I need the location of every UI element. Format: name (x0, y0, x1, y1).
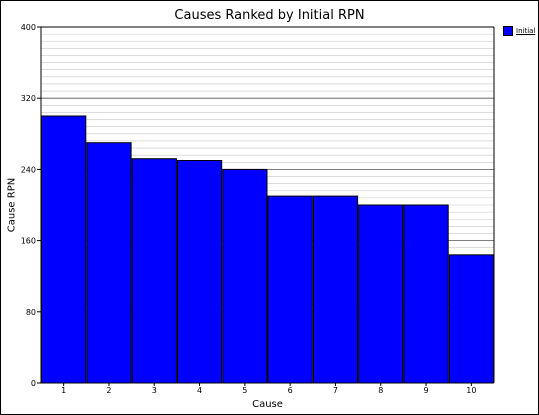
bar (448, 254, 495, 384)
x-tick-label: 2 (106, 386, 111, 395)
x-tick-label: 6 (288, 386, 293, 395)
y-tick-label: 160 (21, 237, 36, 246)
bar (222, 168, 268, 384)
x-tick-label: 5 (242, 386, 247, 395)
x-tick-label: 4 (197, 386, 202, 395)
x-tick-label: 1 (61, 386, 66, 395)
chart-title: Causes Ranked by Initial RPN (174, 8, 365, 23)
x-tick-label: 10 (466, 386, 476, 395)
legend[interactable]: Initial (503, 26, 535, 36)
x-tick-label: 9 (424, 386, 429, 395)
legend-swatch-initial (503, 26, 513, 36)
bar (176, 160, 223, 384)
y-tick-label: 240 (21, 165, 36, 174)
bar (131, 158, 177, 384)
legend-label-initial[interactable]: Initial (516, 27, 536, 35)
x-tick-label: 8 (378, 386, 383, 395)
bar (86, 142, 132, 384)
bar (41, 115, 87, 384)
y-tick-label: 80 (26, 308, 36, 317)
y-tick-label: 320 (21, 94, 36, 103)
bar (358, 204, 404, 384)
y-tick-label: 0 (31, 379, 36, 388)
x-axis-label: Cause (252, 399, 283, 410)
bar (403, 204, 449, 384)
x-tick-label: 7 (333, 386, 338, 395)
x-tick-label: 3 (152, 386, 157, 395)
y-axis-label: Cause RPN (6, 177, 18, 233)
bar (312, 195, 359, 384)
y-tick-label: 400 (21, 23, 36, 32)
bar (267, 195, 313, 384)
